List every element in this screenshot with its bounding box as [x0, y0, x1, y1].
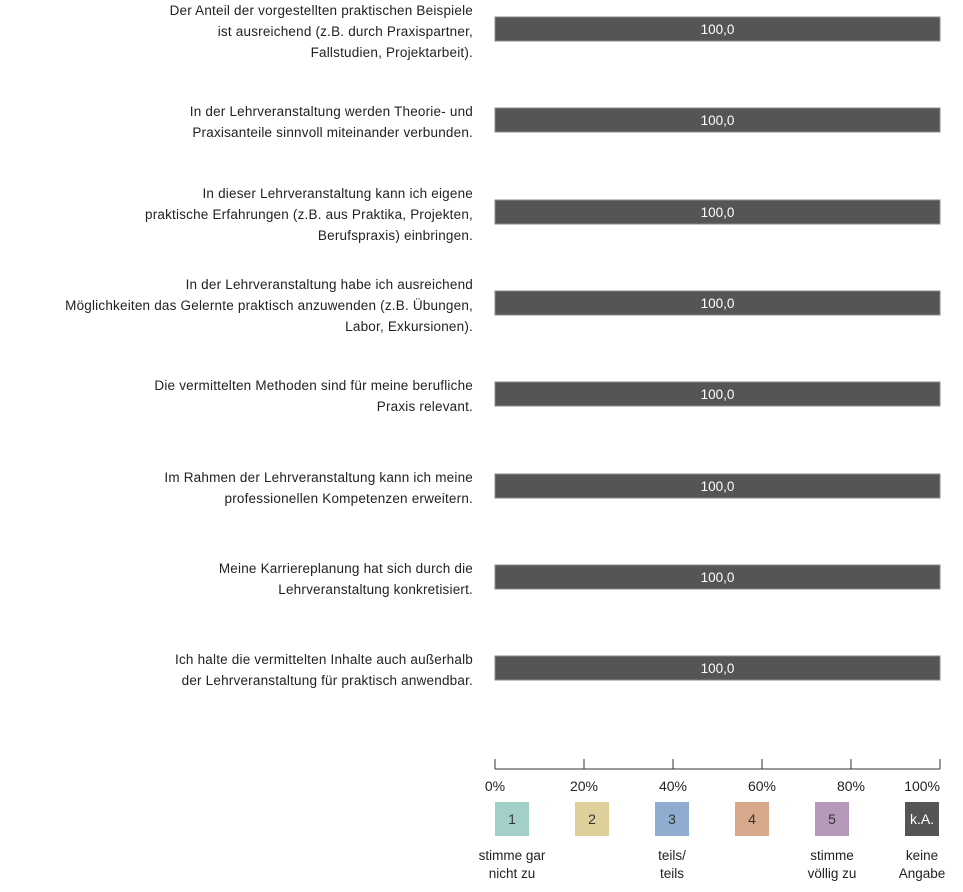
question-label: In der Lehrveranstaltung habe ich ausrei…: [0, 274, 473, 337]
legend-swatch: 1: [495, 802, 529, 836]
question-label-line: ist ausreichend (z.B. durch Praxispartne…: [217, 23, 473, 39]
question-label-line: Im Rahmen der Lehrveranstaltung kann ich…: [164, 470, 473, 485]
question-label-line: In dieser Lehrveranstaltung kann ich eig…: [202, 185, 473, 201]
bar-segment: [494, 199, 941, 225]
question-label: In der Lehrveranstaltung werden Theorie-…: [0, 101, 473, 143]
question-label-line: Lehrveranstaltung konkretisiert.: [278, 582, 473, 597]
question-label-line: professionellen Kompetenzen erweitern.: [224, 491, 473, 506]
bar-value-label: 100,0: [701, 387, 735, 402]
bar-segment: [494, 16, 941, 42]
legend-caption: stimme völlig zu: [807, 848, 857, 881]
legend-swatch: k.A.: [905, 802, 939, 836]
question-label-line: Die vermittelten Methoden sind für meine…: [154, 378, 473, 393]
legend-caption: stimme gar nicht zu: [478, 848, 546, 881]
x-tick-label: 60%: [748, 778, 776, 794]
question-label-line: Meine Karriereplanung hat sich durch die: [218, 561, 473, 576]
question-label-line: praktische Erfahrungen (z.B. aus Praktik…: [144, 206, 473, 222]
x-tick-label: 40%: [659, 778, 687, 794]
legend-caption: teils/ teils: [658, 848, 686, 881]
question-label-line: In der Lehrveranstaltung werden Theorie-…: [189, 104, 473, 119]
legend-swatch: 5: [815, 802, 849, 836]
question-label: Ich halte die vermittelten Inhalte auch …: [0, 649, 473, 691]
bar-value-label: 100,0: [701, 479, 735, 494]
bar-segment: [494, 381, 941, 407]
question-label-line: Praxis relevant.: [376, 399, 473, 414]
bar-value-label: 100,0: [701, 661, 735, 676]
bar-value-label: 100,0: [701, 113, 735, 128]
legend-swatch: 4: [735, 802, 769, 836]
legend-swatch: 2: [575, 802, 609, 836]
question-label: In dieser Lehrveranstaltung kann ich eig…: [0, 183, 473, 246]
question-label-line: der Lehrveranstaltung für praktisch anwe…: [181, 673, 473, 688]
bar-segment: [494, 290, 941, 316]
question-label: Meine Karriereplanung hat sich durch die…: [0, 558, 473, 600]
bar-segment: [494, 473, 941, 499]
question-label-line: Berufspraxis) einbringen.: [317, 227, 473, 243]
question-label: Im Rahmen der Lehrveranstaltung kann ich…: [0, 467, 473, 509]
question-label-line: Labor, Exkursionen).: [345, 318, 473, 334]
question-label-line: Der Anteil der vorgestellten praktischen…: [169, 2, 473, 18]
bar-segment: [494, 564, 941, 590]
question-label-line: Fallstudien, Projektarbeit).: [310, 44, 473, 60]
bar-value-label: 100,0: [701, 296, 735, 311]
bar-segment: [494, 107, 941, 133]
legend-swatch: 3: [655, 802, 689, 836]
x-tick-label: 100%: [904, 778, 940, 794]
x-tick-label: 20%: [570, 778, 598, 794]
x-tick-label: 0%: [485, 778, 505, 794]
question-label: Die vermittelten Methoden sind für meine…: [0, 375, 473, 417]
bar-segment: [494, 655, 941, 681]
question-label-line: In der Lehrveranstaltung habe ich ausrei…: [185, 276, 473, 292]
question-label: Der Anteil der vorgestellten praktischen…: [0, 0, 473, 63]
question-label-line: Möglichkeiten das Gelernte praktisch anz…: [65, 297, 473, 313]
question-label-line: Praxisanteile sinnvoll miteinander verbu…: [192, 125, 473, 140]
x-tick-label: 80%: [837, 778, 865, 794]
question-label-line: Ich halte die vermittelten Inhalte auch …: [175, 652, 473, 667]
legend-caption: keine Angabe: [898, 848, 946, 881]
bar-value-label: 100,0: [701, 22, 735, 37]
bar-value-label: 100,0: [701, 205, 735, 220]
bar-value-label: 100,0: [701, 570, 735, 585]
